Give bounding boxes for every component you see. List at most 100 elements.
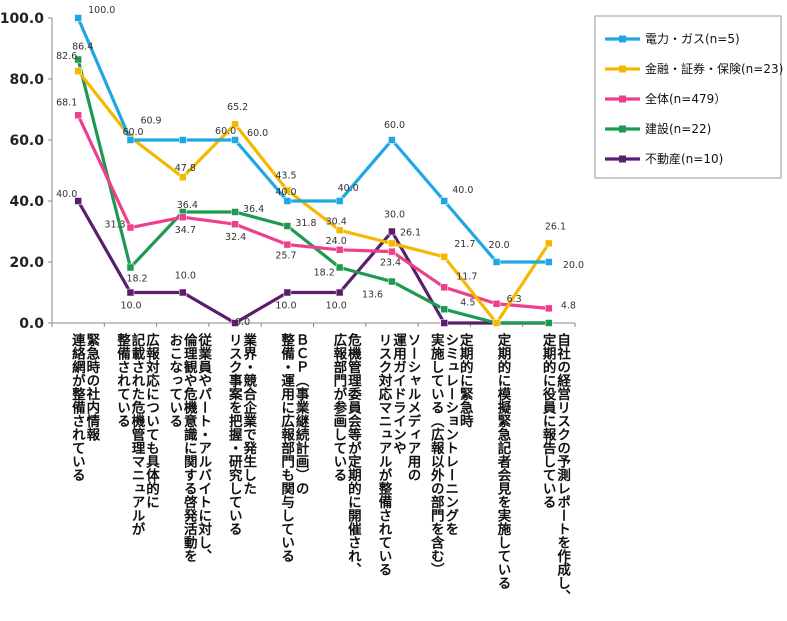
series-point — [126, 263, 135, 272]
legend-label: 金融・証券・保険(n=23) — [645, 61, 783, 76]
data-label: 11.7 — [456, 271, 477, 282]
category-label: 整備・運用に広報部門も関与している — [278, 332, 295, 563]
series-point — [440, 253, 448, 261]
data-label: 60.0 — [247, 128, 268, 139]
category-label: リスク対応マニュアルが整備されている — [375, 333, 393, 576]
y-tick-label: 60.0 — [9, 133, 44, 149]
category-label: 連絡網が整備されている — [69, 332, 86, 482]
data-label: 40.0 — [275, 187, 296, 198]
data-label: 86.4 — [72, 41, 93, 52]
series-point — [179, 213, 187, 221]
series-point — [388, 277, 396, 286]
legend-marker — [619, 155, 626, 163]
axes: 0.0 20.0 40.0 60.0 80.0 100.0 — [0, 11, 576, 332]
series-point — [335, 263, 344, 272]
series-point — [231, 120, 239, 128]
series-point — [335, 246, 344, 254]
legend-label: 不動産(n=10) — [645, 151, 723, 166]
category-label: リスク事案を把握・研究している — [226, 333, 244, 536]
series-point — [545, 304, 553, 313]
series-line — [76, 114, 549, 310]
series-point — [440, 319, 448, 327]
category-label: 自社の経営リスクの予測レポートを作成し、 — [554, 332, 572, 603]
series-point — [440, 305, 448, 314]
data-label: 30.0 — [384, 210, 405, 221]
series-point — [126, 223, 135, 232]
series-point — [545, 258, 553, 266]
category-label: 記載された危機管理マニュアルが — [128, 332, 146, 536]
series-point — [231, 319, 239, 327]
data-label: 65.2 — [227, 102, 248, 113]
data-label: 60.0 — [384, 120, 405, 131]
data-label: 20.0 — [489, 240, 510, 251]
series-point — [335, 226, 344, 235]
series-point — [126, 288, 135, 297]
legend-label: 全体(n=479） — [645, 91, 726, 106]
data-label: 13.6 — [362, 290, 383, 301]
data-label: 30.4 — [326, 216, 347, 227]
category-label: おこなっている — [166, 333, 183, 428]
series-point — [283, 288, 292, 297]
category-label: 実施している（広報以外の部門を含む） — [428, 332, 446, 576]
data-label: 31.8 — [295, 218, 316, 229]
category-label: 定期的に緊急時 — [457, 332, 474, 429]
series-point — [545, 319, 553, 327]
y-tick-label: 100.0 — [0, 11, 44, 27]
series-point — [492, 300, 501, 308]
y-tick-label: 0.0 — [19, 316, 44, 332]
series-point — [231, 136, 239, 144]
data-label: 25.7 — [275, 251, 296, 262]
data-label: 10.0 — [175, 271, 196, 282]
series-line — [76, 200, 549, 325]
data-label: 18.2 — [314, 267, 335, 278]
series-point — [283, 197, 292, 205]
legend-marker — [619, 65, 626, 73]
series-point — [335, 197, 344, 205]
series-point — [179, 173, 187, 181]
series-point — [283, 186, 292, 195]
data-label: 36.4 — [243, 204, 264, 215]
data-label: 60.0 — [122, 127, 143, 138]
data-label: 100.0 — [88, 5, 115, 16]
legend-marker — [619, 125, 626, 133]
data-label: 21.7 — [454, 239, 475, 250]
series-point — [388, 239, 396, 248]
series-point — [545, 239, 553, 248]
series-point — [388, 227, 396, 236]
y-tick-label: 20.0 — [9, 255, 44, 271]
series-point — [231, 208, 239, 216]
series-point — [492, 319, 501, 327]
series-point — [179, 288, 187, 297]
series-line — [76, 17, 549, 264]
y-tick-label: 40.0 — [9, 194, 44, 210]
legend: 電力・ガス(n=5) 金融・証券・保険(n=23) 全体(n=479） 建設(n=22… — [594, 15, 783, 179]
series-point — [74, 55, 82, 64]
series-point — [126, 136, 135, 144]
category-label: 緊急時の社内情報 — [83, 333, 101, 443]
legend-marker — [619, 95, 626, 103]
series-point — [74, 67, 82, 75]
series-point — [74, 197, 82, 205]
data-label: 18.2 — [126, 273, 147, 284]
data-label: 10.0 — [326, 301, 347, 312]
data-labels: 100.086.482.668.140.060.960.031.318.210.… — [56, 5, 584, 328]
data-label: 20.0 — [563, 260, 584, 271]
data-label: 32.4 — [225, 232, 246, 243]
y-tick-label: 80.0 — [9, 72, 44, 88]
data-label: 40.0 — [56, 189, 77, 200]
series-point — [74, 111, 82, 120]
legend-label: 電力・ガス(n=5) — [645, 32, 740, 46]
data-label: 60.9 — [140, 115, 161, 126]
data-label: 23.4 — [380, 258, 401, 269]
series-point — [440, 197, 448, 205]
category-label: 整備されている — [114, 332, 131, 428]
data-label: 24.0 — [326, 236, 347, 247]
data-label: 47.8 — [175, 163, 196, 174]
series-lines — [74, 14, 553, 327]
data-label: 43.5 — [275, 170, 296, 181]
category-label: 倫理観や危機意識に関する啓発活動を — [181, 332, 199, 563]
series-point — [179, 136, 187, 144]
legend-marker — [619, 35, 626, 43]
